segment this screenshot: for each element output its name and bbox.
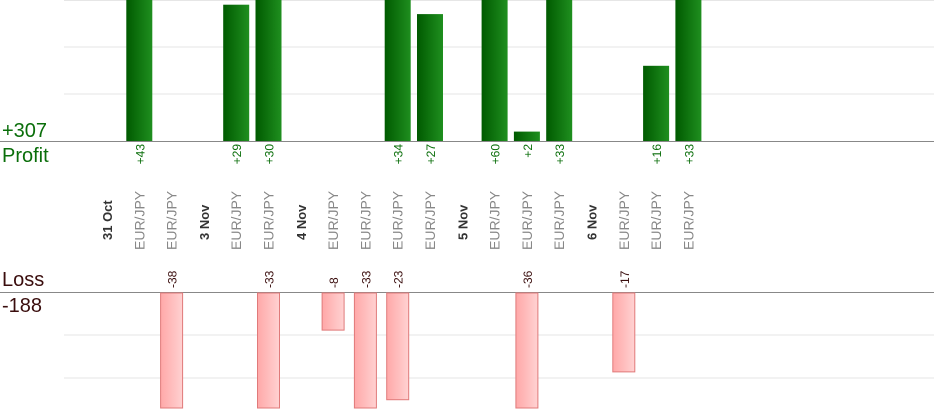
category-label: EUR/JPY: [487, 190, 503, 250]
category-label: EUR/JPY: [680, 190, 696, 250]
profit-bar: [643, 65, 670, 141]
date-label: 6 Nov: [585, 204, 600, 240]
loss-bar: [612, 292, 636, 373]
loss-data-label: -38: [166, 270, 180, 288]
profit-bar: [417, 14, 443, 142]
category-label: EUR/JPY: [228, 190, 244, 250]
loss-data-label: -33: [359, 270, 373, 288]
profit-data-label: +33: [682, 144, 696, 165]
loss-bar: [257, 292, 280, 409]
profit-data-label: +27: [424, 144, 438, 165]
profit-data-label: +29: [230, 144, 244, 165]
category-label: EUR/JPY: [131, 190, 147, 250]
loss-data-label: -36: [521, 270, 535, 288]
profit-bar: [255, 0, 282, 141]
loss-data-label: -17: [618, 270, 632, 288]
category-label: EUR/JPY: [519, 190, 535, 250]
loss-bar: [386, 292, 410, 401]
date-label: 3 Nov: [197, 204, 212, 240]
profit-bar: [384, 0, 411, 141]
profit-bar: [126, 0, 153, 141]
date-label: 4 Nov: [294, 204, 309, 240]
profit-data-label: +43: [133, 144, 147, 165]
profit-data-label: +2: [521, 144, 535, 158]
loss-bar: [353, 292, 377, 409]
category-label: EUR/JPY: [164, 190, 180, 250]
profit-bar: [675, 0, 702, 141]
loss-bar: [515, 292, 539, 409]
category-label: EUR/JPY: [422, 190, 438, 250]
profit-data-label: +34: [392, 144, 406, 165]
loss-total: -188: [2, 295, 43, 317]
profit-bar: [546, 0, 573, 141]
loss-bar: [160, 292, 184, 409]
profit-bar: [223, 4, 250, 142]
profit-bar: [481, 0, 508, 141]
category-label: EUR/JPY: [551, 190, 567, 250]
profit-data-label: +30: [263, 144, 277, 165]
loss-data-label: -23: [392, 270, 406, 288]
profit-bar: [513, 131, 540, 141]
category-label: EUR/JPY: [648, 190, 664, 250]
category-label: EUR/JPY: [357, 190, 373, 250]
loss-data-label: -33: [263, 270, 277, 288]
profit-data-label: +16: [650, 144, 664, 165]
date-label: 31 Oct: [100, 200, 115, 240]
profit-data-label: +33: [553, 144, 567, 165]
profit-data-label: +60: [489, 144, 503, 165]
profit-total: +307: [2, 120, 48, 142]
loss-bar: [321, 292, 345, 331]
loss-label: Loss: [2, 269, 45, 291]
date-label: 5 Nov: [455, 204, 470, 240]
category-label: EUR/JPY: [325, 190, 341, 250]
profit-label: Profit: [2, 145, 49, 167]
category-label: EUR/JPY: [261, 190, 277, 250]
category-label: EUR/JPY: [390, 190, 406, 250]
loss-data-label: -8: [327, 277, 341, 288]
category-label: EUR/JPY: [616, 190, 632, 250]
